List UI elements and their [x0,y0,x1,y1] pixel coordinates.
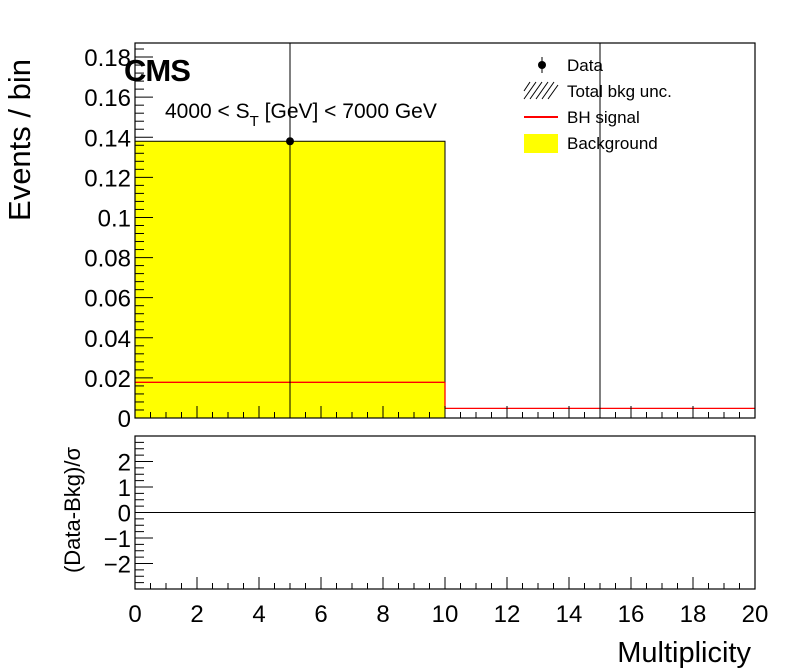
x-tick-label: 20 [742,601,769,628]
x-tick-label: 0 [128,601,141,628]
data-point-0 [286,137,294,146]
main-y-tick-label: 0.18 [84,45,131,72]
legend-label-signal: BH signal [567,108,640,127]
ratio-y-tick-label: −1 [104,526,131,553]
x-tick-label: 8 [376,601,389,628]
main-y-tick-label: 0 [118,406,131,433]
x-tick-label: 2 [190,601,203,628]
x-tick-label: 16 [618,601,645,628]
selection-label-pre: 4000 < S [165,100,250,123]
x-tick-label: 12 [494,601,521,628]
selection-label-sub: T [250,113,259,130]
x-tick-label: 6 [314,601,327,628]
selection-label: 4000 < ST [GeV] < 7000 GeV [165,100,437,130]
legend-entry-signal: BH signal [524,108,640,127]
legend-entry-background: Background [524,134,658,153]
main-y-tick-label: 0.1 [98,205,131,232]
main-y-tick-label: 0.14 [84,125,131,152]
main-y-tick-label: 0.08 [84,246,131,273]
selection-label-post: [GeV] < 7000 GeV [259,100,437,123]
legend-entry-data: Data [538,56,603,75]
main-plot-area [134,43,755,419]
legend-data-marker [538,61,546,69]
main-panel: 0 0.02 0.04 0.06 0.08 0.1 0.12 0.14 0.16 0.18 Eve… [2,42,756,433]
main-y-tick-label: 0.02 [84,366,131,393]
legend-background-marker [524,134,558,153]
ratio-y-tick-label: 0 [118,501,131,528]
legend-label-data: Data [567,56,603,75]
main-y-tick-label: 0.12 [84,165,131,192]
legend-entry-unc: Total bkg unc. [523,81,672,101]
x-axis-label: Multiplicity [617,637,751,669]
main-axis-ticks: 0 0.02 0.04 0.06 0.08 0.1 0.12 0.14 0.16 0.18 [84,45,756,433]
ratio-y-tick-label: 1 [118,475,131,502]
ratio-y-tick-label: 2 [118,450,131,477]
x-tick-label: 4 [252,601,265,628]
legend-hatch-marker [523,81,559,100]
legend-label-background: Background [567,134,658,153]
main-y-tick-label: 0.04 [84,326,131,353]
legend-label-unc: Total bkg unc. [567,82,672,101]
main-y-tick-label: 0.06 [84,286,131,313]
x-tick-label: 18 [680,601,707,628]
x-tick-label: 14 [556,601,583,628]
ratio-y-axis-label: (Data-Bkg)/σ [60,447,85,573]
main-y-tick-label: 0.16 [84,85,131,112]
cms-label: CMS [124,53,190,88]
x-tick-label: 10 [432,601,459,628]
ratio-y-tick-label: −2 [104,552,131,579]
y-axis-label: Events / bin [2,59,37,221]
legend: Data Total bkg unc. BH signal Ba [523,56,672,153]
